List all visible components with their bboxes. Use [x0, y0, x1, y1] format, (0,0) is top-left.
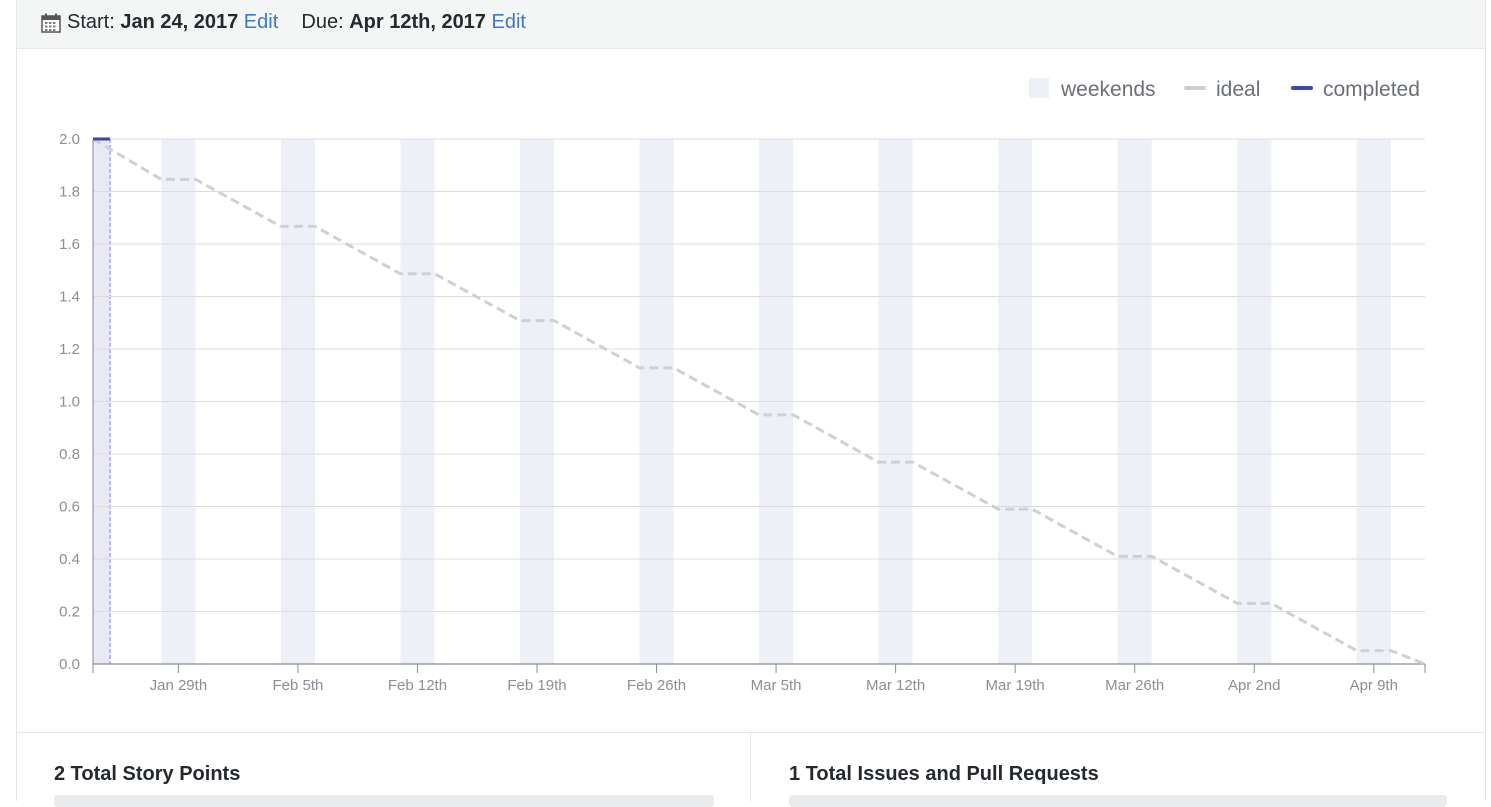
y-tick-label: 1.6	[59, 236, 80, 253]
due-date: Apr 12th, 2017	[349, 11, 486, 33]
chart-legend: weekends ideal completed	[1029, 78, 1420, 101]
legend-completed-swatch	[1291, 86, 1313, 90]
x-tick-label: Feb 19th	[507, 677, 566, 694]
legend-completed-label: completed	[1323, 78, 1420, 101]
x-tick-label: Feb 5th	[272, 677, 323, 694]
y-tick-label: 1.0	[59, 394, 80, 411]
legend-ideal-swatch	[1184, 86, 1206, 90]
x-tick-label: Apr 9th	[1350, 677, 1398, 694]
y-tick-label: 0.2	[59, 604, 80, 621]
legend-ideal-label: ideal	[1216, 78, 1260, 101]
x-tick-label: Mar 12th	[866, 677, 925, 694]
ideal-line	[92, 137, 1426, 666]
edit-start-link[interactable]: Edit	[243, 11, 279, 33]
milestone-dates: Start: Jan 24, 2017 Edit Due: Apr 12th, …	[67, 11, 526, 34]
legend-weekends-swatch	[1029, 78, 1049, 98]
total-story-points: 2 Total Story Points	[54, 763, 241, 785]
start-label: Start:	[67, 11, 115, 33]
x-tick-label: Mar 19th	[986, 677, 1045, 694]
x-tick-label: Apr 2nd	[1228, 677, 1281, 694]
burndown-panel: Start: Jan 24, 2017 Edit Due: Apr 12th, …	[16, 0, 1486, 807]
start-date: Jan 24, 2017	[120, 11, 239, 33]
stats-row: 2 Total Story Points 1 Total Issues and …	[17, 732, 1485, 807]
burndown-chart: weekends ideal completed 0.0 0.2 0.4 0.6 0.8…	[59, 78, 1426, 694]
x-tick-label: Mar 5th	[751, 677, 802, 694]
y-tick-label: 1.2	[59, 341, 80, 358]
issues-bar	[789, 795, 1447, 807]
calendar-icon	[41, 13, 61, 33]
y-tick-label: 2.0	[59, 131, 80, 148]
legend-weekends-label: weekends	[1060, 78, 1156, 101]
x-tick-label: Mar 26th	[1105, 677, 1164, 694]
total-issues: 1 Total Issues and Pull Requests	[789, 763, 1099, 785]
x-tick-label: Feb 26th	[627, 677, 686, 694]
edit-due-link[interactable]: Edit	[491, 11, 526, 33]
y-tick-label: 0.0	[59, 656, 80, 673]
plot-area: 0.0 0.2 0.4 0.6 0.8 1.0 1.2 1.4 1.6 1.8 2.0 Jan 29t…	[59, 131, 1426, 694]
y-tick-label: 0.4	[59, 551, 80, 568]
due-label: Due:	[301, 11, 344, 33]
x-tick-label: Jan 29th	[150, 677, 208, 694]
y-tick-label: 1.8	[59, 184, 80, 201]
milestone-header: Start: Jan 24, 2017 Edit Due: Apr 12th, …	[17, 0, 1485, 49]
story-points-bar	[54, 795, 714, 807]
y-tick-label: 0.8	[59, 446, 80, 463]
y-tick-label: 0.6	[59, 499, 80, 516]
x-tick-label: Feb 12th	[388, 677, 447, 694]
stats-divider	[750, 733, 751, 802]
y-tick-label: 1.4	[59, 289, 80, 306]
